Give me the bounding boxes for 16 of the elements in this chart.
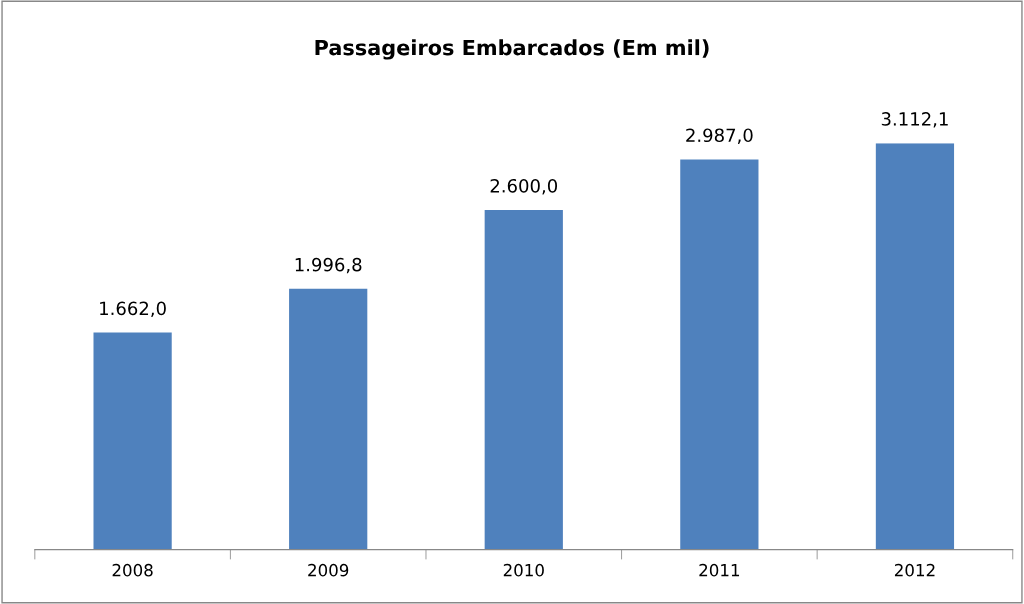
bar xyxy=(680,159,759,550)
bar xyxy=(289,288,368,550)
x-tick-label: 2011 xyxy=(699,563,740,577)
data-label: 1.996,8 xyxy=(295,257,362,274)
bar xyxy=(875,143,955,550)
chart-title: Passageiros Embarcados (Em mil) xyxy=(315,39,709,60)
x-tick-label: 2009 xyxy=(308,563,349,577)
x-tick-label: 2012 xyxy=(894,563,935,577)
x-tick-label: 2010 xyxy=(503,563,544,577)
x-tick-label: 2008 xyxy=(112,563,153,577)
bar xyxy=(484,210,563,550)
bar xyxy=(93,332,172,550)
data-label: 2.600,0 xyxy=(490,178,558,195)
data-label: 2.987,0 xyxy=(686,128,753,144)
data-label: 3.112,1 xyxy=(881,112,948,128)
data-label: 1.662,0 xyxy=(100,301,166,318)
